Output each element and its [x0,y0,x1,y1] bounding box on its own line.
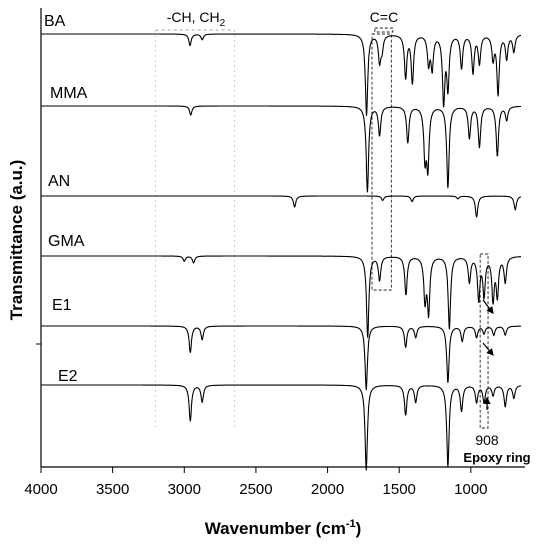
x-tick-label: 2500 [239,481,272,498]
x-tick-label: 4000 [24,481,57,498]
series-line-e1 [40,325,522,391]
x-tick-label: 3000 [168,481,201,498]
epoxy-region-box [479,253,489,429]
series-label-an: AN [48,173,70,190]
x-tick-label: 1000 [454,481,487,498]
series-line-ba [40,33,522,116]
arrow-e1-908 [482,342,494,356]
annotation-908: 908 [475,432,499,448]
series-line-gma [40,255,522,338]
series-labels: BA MMA AN GMA E1 E2 [44,13,88,385]
annotation-epoxy-ring: Epoxy ring [463,450,530,465]
series-line-mma [40,105,522,193]
series-label-mma: MMA [50,85,88,102]
x-tick-label: 3500 [96,481,129,498]
arrows [482,299,494,410]
cc-top-box [374,27,394,33]
axes [36,8,525,468]
annotation-ch-stretch: -CH, CH2 [167,9,226,29]
x-axis-title: Wavenumber (cm-1) [205,518,362,538]
x-tick-label: 1500 [383,481,416,498]
annotation-cc: C=C [370,9,398,25]
x-tick-label: 2000 [311,481,344,498]
series-line-an [40,195,522,218]
series-label-e1: E1 [52,297,72,314]
series-label-gma: GMA [48,233,85,250]
cc-region-box [371,33,392,291]
guide-lines [155,27,489,429]
y-axis-title: Transmittance (a.u.) [7,160,26,321]
series-line-e2 [40,384,522,471]
arrow-gma-908 [482,299,494,314]
series-label-ba: BA [44,13,66,30]
x-ticks: 4000 3500 3000 2500 2000 1500 1000 [24,467,488,498]
series-label-e2: E2 [58,368,78,385]
spectra-traces [40,33,522,471]
